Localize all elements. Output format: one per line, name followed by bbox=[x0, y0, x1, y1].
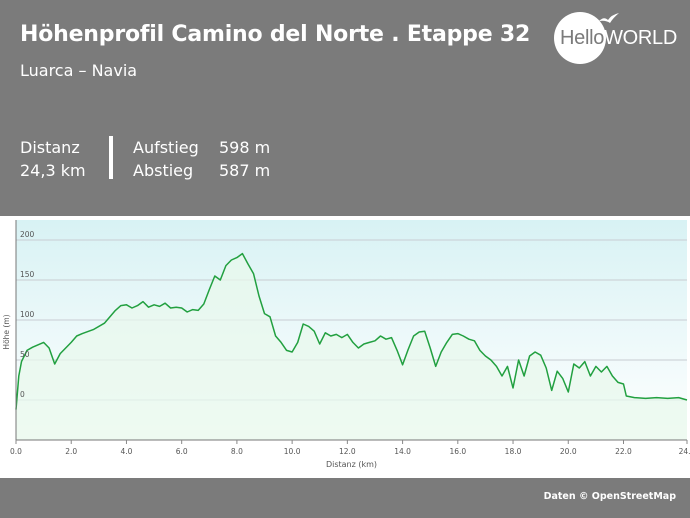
bird-icon bbox=[599, 13, 619, 23]
page-title: Höhenprofil Camino del Norte . Etappe 32 bbox=[20, 22, 531, 47]
y-axis-label: Höhe (m) bbox=[2, 314, 11, 349]
logo-part-world: WORLD bbox=[604, 27, 678, 49]
ascent-value: 598 m bbox=[219, 138, 271, 157]
chart-panel: 0.0 2.0 4.0 6.0 8.0 10.0 12.0 14.0 16.0 18.0 20.0 2… bbox=[0, 216, 690, 478]
x-tick-label: 14.0 bbox=[394, 447, 411, 456]
x-tick-label: 24.3 bbox=[679, 447, 690, 456]
x-tick-label: 6.0 bbox=[176, 447, 188, 456]
data-credit: Daten © OpenStreetMap bbox=[543, 491, 676, 502]
logo-part-hello: Hello bbox=[560, 27, 605, 49]
elevation-area bbox=[16, 253, 687, 440]
y-tick-label: 100 bbox=[20, 310, 35, 319]
x-tick-label: 16.0 bbox=[449, 447, 466, 456]
distance-label: Distanz bbox=[20, 138, 80, 157]
y-tick-label: 50 bbox=[20, 350, 30, 359]
logo-circle bbox=[554, 12, 606, 64]
descent-label: Abstieg bbox=[133, 161, 194, 180]
x-tick-label: 10.0 bbox=[284, 447, 301, 456]
x-tick-label: 22.0 bbox=[615, 447, 632, 456]
x-tick-label: 8.0 bbox=[231, 447, 243, 456]
elevation-chart: 0.0 2.0 4.0 6.0 8.0 10.0 12.0 14.0 16.0 18.0 20.0 2… bbox=[2, 220, 690, 469]
x-tick-label: 4.0 bbox=[120, 447, 132, 456]
x-tick-labels: 0.0 2.0 4.0 6.0 8.0 10.0 12.0 14.0 16.0 18.0 20.0 2… bbox=[10, 440, 690, 456]
descent-value: 587 m bbox=[219, 161, 271, 180]
x-tick-label: 18.0 bbox=[505, 447, 522, 456]
y-tick-labels: 0 50 100 150 200 bbox=[20, 230, 35, 399]
ascent-label: Aufstieg bbox=[133, 138, 199, 157]
logo: HelloWORLD bbox=[560, 27, 677, 50]
x-tick-label: 0.0 bbox=[10, 447, 22, 456]
y-tick-label: 150 bbox=[20, 270, 35, 279]
stats-divider bbox=[109, 136, 113, 179]
distance-value: 24,3 km bbox=[20, 161, 86, 180]
x-axis-label: Distanz (km) bbox=[326, 460, 377, 469]
y-tick-label: 200 bbox=[20, 230, 35, 239]
x-tick-label: 20.0 bbox=[560, 447, 577, 456]
page-subtitle: Luarca – Navia bbox=[20, 61, 138, 80]
header: Höhenprofil Camino del Norte . Etappe 32… bbox=[0, 0, 690, 216]
y-tick-label: 0 bbox=[20, 390, 25, 399]
elevation-line bbox=[15, 252, 688, 410]
x-tick-label: 2.0 bbox=[65, 447, 77, 456]
x-tick-label: 12.0 bbox=[339, 447, 356, 456]
